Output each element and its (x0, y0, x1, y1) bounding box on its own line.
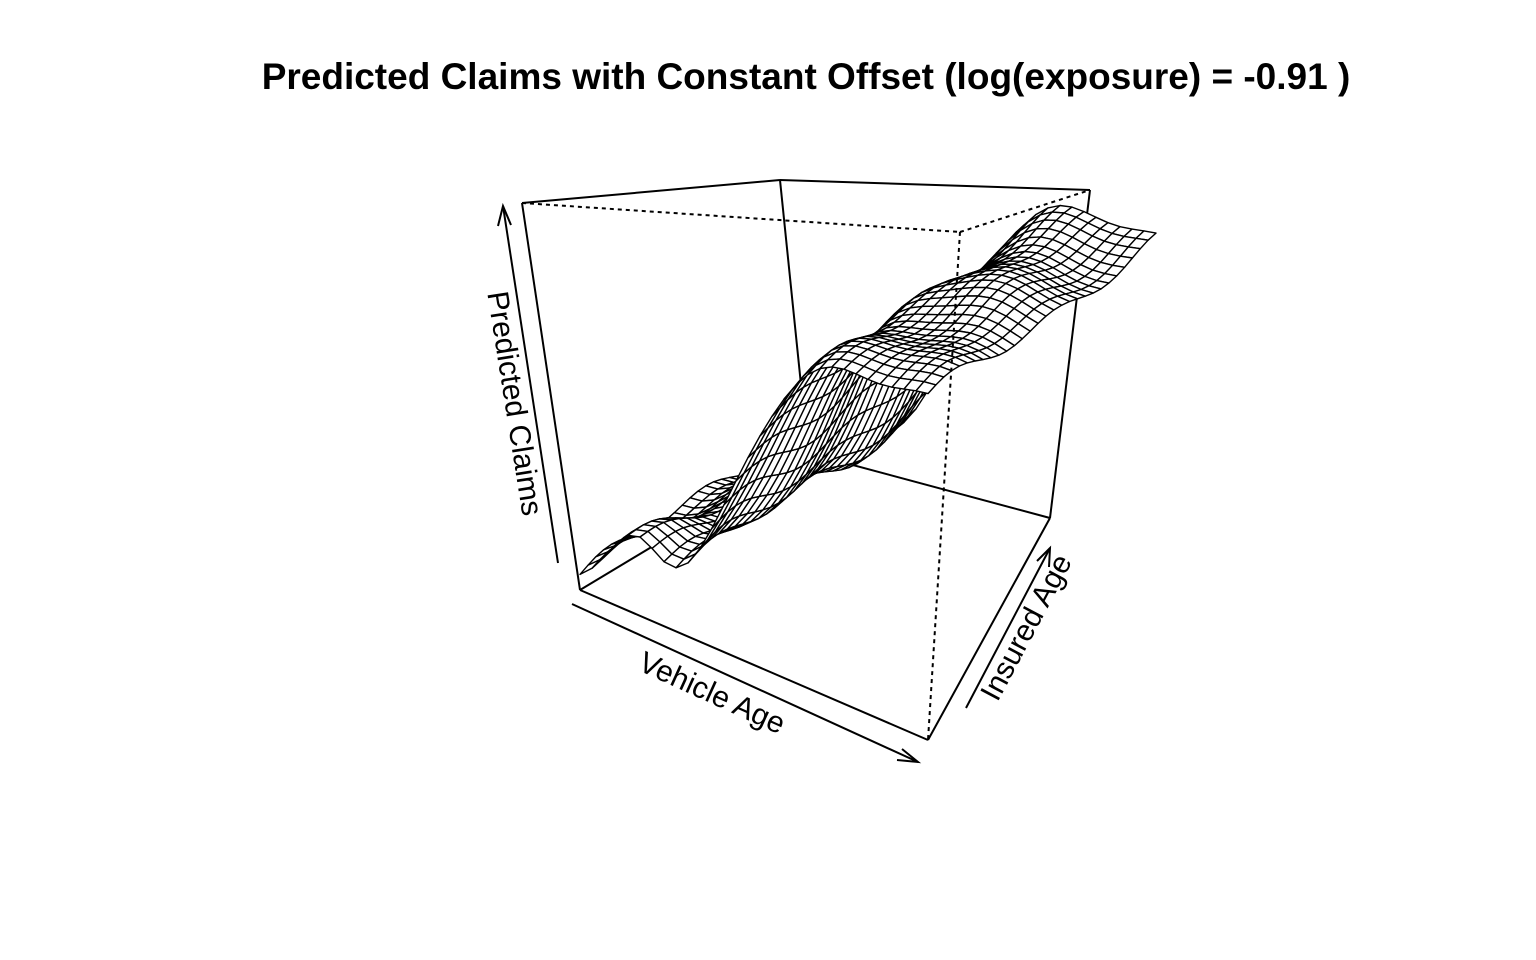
z-axis-arrow (502, 205, 559, 564)
box-edge (521, 202, 581, 591)
axis-arrows (497, 202, 1052, 764)
y-axis-arrow (965, 547, 1051, 709)
box-edge-hidden (521, 202, 961, 233)
box-floor-edges (579, 517, 1051, 741)
surface-mesh (579, 204, 1157, 576)
chart-title: Predicted Claims with Constant Offset (l… (261, 56, 1351, 97)
x-axis-arrow (571, 603, 919, 763)
box-edge (521, 179, 781, 204)
surface-facet (915, 381, 937, 395)
z-axis-label: Predicted Claims (480, 289, 548, 518)
box-edge (579, 589, 929, 741)
x-axis-arrowhead (896, 748, 922, 764)
box-edge (927, 517, 1051, 741)
box-edge-hidden (927, 231, 961, 741)
box-edge-hidden (959, 189, 1091, 233)
surface-facet (579, 559, 601, 576)
box-edge (779, 179, 1091, 191)
y-axis-arrowhead (1036, 545, 1052, 568)
z-axis-arrowhead (497, 202, 512, 227)
box-front-edges (521, 189, 1091, 741)
